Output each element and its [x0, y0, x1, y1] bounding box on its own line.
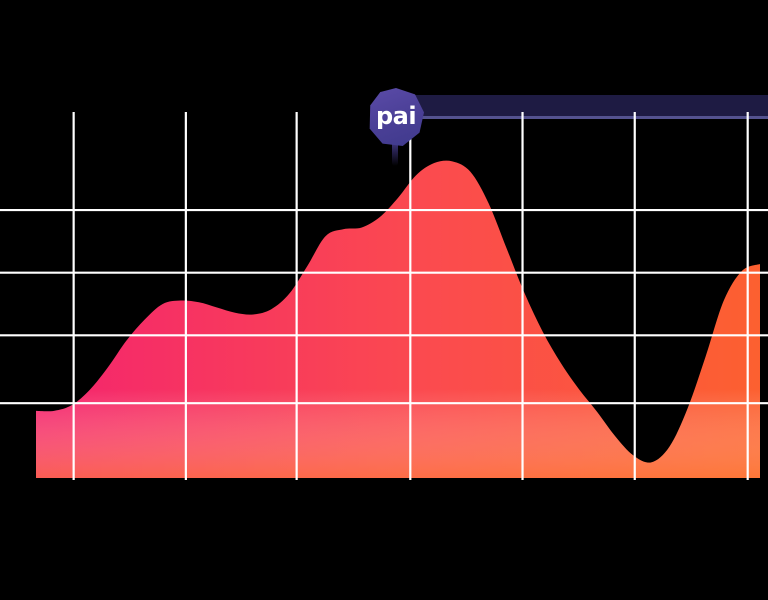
area-chart: [0, 110, 768, 490]
area-series-group: [36, 160, 760, 478]
navy-banner-underline: [402, 116, 768, 119]
navy-banner-band: [402, 95, 768, 116]
badge-pointer-tail: [392, 138, 398, 166]
pai-badge-marker[interactable]: pai: [368, 88, 424, 166]
area-chart-svg: [0, 112, 768, 480]
gridlines-group: [0, 112, 768, 480]
area-series-warm-overlay: [36, 160, 760, 478]
badge-label: pai: [375, 102, 417, 130]
